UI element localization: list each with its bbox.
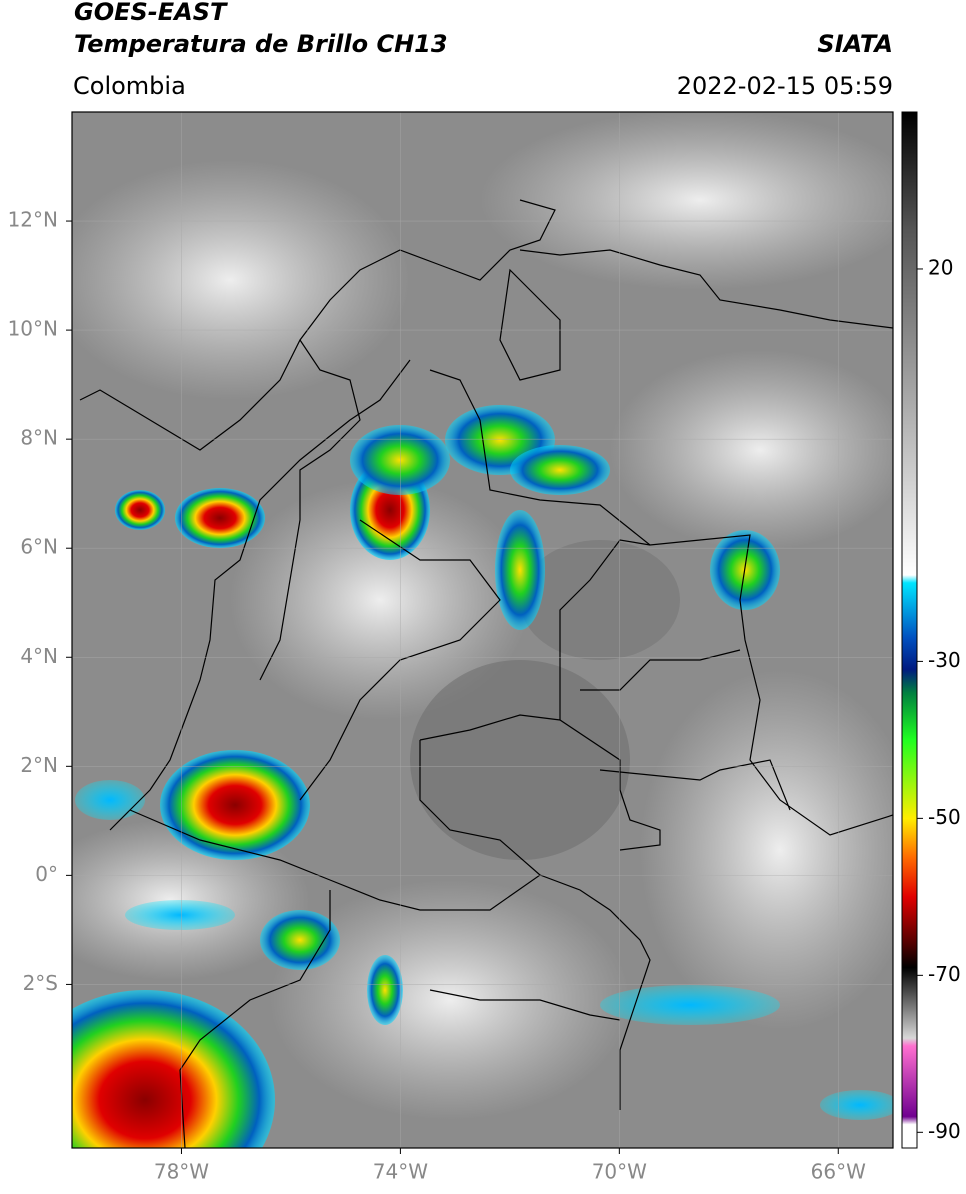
graticule — [72, 112, 893, 1148]
subtitle: Temperatura de Brillo CH13 — [74, 30, 448, 58]
y-tick-label: 4°N — [20, 644, 58, 668]
map-frame — [71, 111, 894, 1149]
source: SIATA — [817, 30, 893, 58]
x-tick-label: 70°W — [592, 1160, 647, 1184]
x-tick-label: 66°W — [811, 1160, 866, 1184]
y-tick-label: 0° — [35, 862, 58, 886]
y-tick-label: 6°N — [20, 535, 58, 559]
y-tick-label: 10°N — [8, 317, 58, 341]
y-tick-label: 2°S — [23, 971, 58, 995]
colorbar-tick-label: 20 — [928, 255, 953, 279]
region: Colombia — [73, 72, 186, 100]
satellite-image — [72, 112, 893, 1148]
y-tick-label: 12°N — [8, 208, 58, 232]
y-tick-label: 8°N — [20, 426, 58, 450]
colorbar-tick-label: -90 — [928, 1119, 961, 1143]
x-tick-label: 78°W — [154, 1160, 209, 1184]
colorbar-tick-label: -30 — [928, 648, 961, 672]
colorbar-tick-label: -70 — [928, 962, 961, 986]
title: GOES-EAST — [74, 0, 228, 26]
x-tick-label: 74°W — [373, 1160, 428, 1184]
y-tick-label: 2°N — [20, 753, 58, 777]
colorbar-tick-label: -50 — [928, 805, 961, 829]
colorbar — [901, 111, 918, 1149]
datetime: 2022-02-15 05:59 — [677, 72, 893, 100]
